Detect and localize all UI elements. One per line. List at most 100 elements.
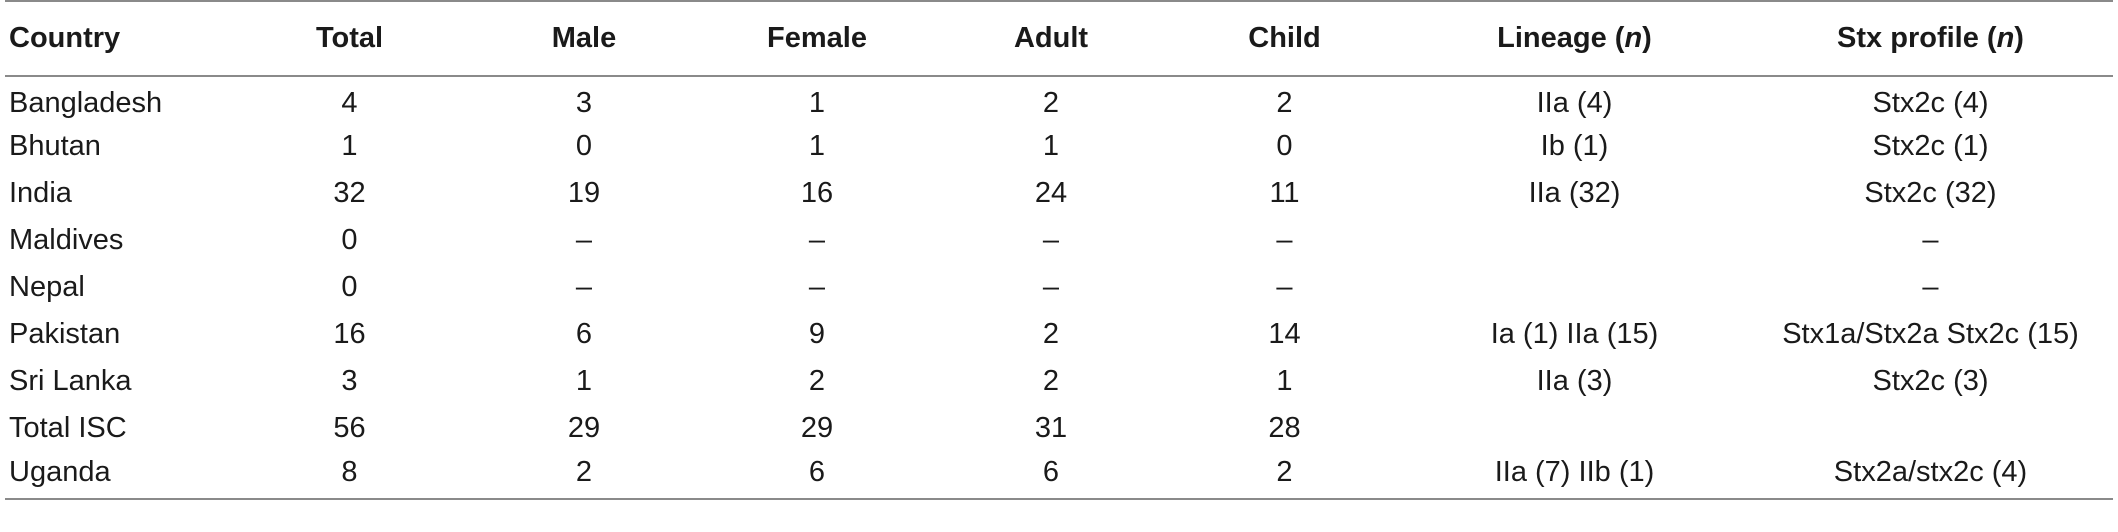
cell-child: 2	[1168, 452, 1401, 500]
cell-total: 4	[341, 86, 358, 119]
table-row: Nepal 0 – – – – –	[5, 264, 2113, 311]
cell-adult: 1	[1042, 130, 1060, 162]
cell-male: 6	[575, 318, 593, 350]
cell-male: 19	[567, 177, 601, 209]
cell-total: 0	[341, 224, 358, 256]
table-row: Maldives 0 – – – – –	[5, 217, 2113, 264]
cell-total: 32	[333, 177, 366, 209]
cell-male: 1	[575, 365, 593, 397]
cell-country: India	[9, 177, 72, 209]
cell-country: Uganda	[5, 452, 231, 500]
cell-female: –	[808, 271, 826, 303]
cell-female: 9	[808, 318, 826, 350]
cell-male: 3	[575, 86, 593, 119]
cell-stx-profile: Stx1a/Stx2a Stx2c (15)	[1782, 318, 2079, 350]
cell-stx-profile: Stx2c (3)	[1872, 365, 1989, 397]
cell-total: 16	[333, 318, 366, 350]
header-adult: Adult	[934, 0, 1168, 77]
table-row: India 32 19 16 24 11 IIa (32) Stx2c (32)	[5, 170, 2113, 217]
cell-adult: 2	[1042, 365, 1060, 397]
cell-stx-profile: Stx2a/stx2c (4)	[1748, 452, 2113, 500]
cell-country: Sri Lanka	[9, 365, 132, 397]
header-total: Total	[231, 0, 468, 77]
header-lineage-suffix: )	[1642, 22, 1652, 54]
table-row: Bhutan 1 0 1 1 0 Ib (1) Stx2c (1)	[5, 123, 2113, 170]
header-stx-n: n	[1996, 22, 2015, 54]
country-stats-table: Country Total Male Female Adult Child Li…	[5, 0, 2113, 500]
cell-adult: –	[1042, 271, 1060, 303]
header-lineage-n: n	[1624, 22, 1643, 54]
cell-adult: 24	[1034, 177, 1068, 209]
cell-child: 0	[1276, 130, 1293, 162]
cell-male: 29	[567, 412, 601, 444]
cell-lineage: IIa (7) IIb (1)	[1401, 452, 1748, 500]
header-child: Child	[1168, 0, 1401, 77]
table-header: Country Total Male Female Adult Child Li…	[5, 0, 2113, 77]
cell-child: 2	[1276, 86, 1293, 119]
cell-adult: 31	[1034, 412, 1068, 444]
cell-stx-profile	[1748, 405, 2113, 452]
cell-adult: 2	[1042, 318, 1060, 350]
cell-country: Nepal	[9, 271, 85, 303]
header-country: Country	[5, 0, 231, 77]
cell-child: 28	[1268, 412, 1301, 444]
header-row: Country Total Male Female Adult Child Li…	[5, 0, 2113, 77]
cell-lineage: Ia (1) IIa (15)	[1490, 318, 1659, 350]
table-row: Sri Lanka 3 1 2 2 1 IIa (3) Stx2c (3)	[5, 358, 2113, 405]
cell-lineage	[1401, 217, 1748, 264]
data-table-container: Country Total Male Female Adult Child Li…	[5, 0, 2113, 500]
cell-child: 1	[1276, 365, 1293, 397]
cell-total: 0	[341, 271, 358, 303]
cell-child: 11	[1269, 177, 1300, 209]
cell-stx-profile: Stx2c (4)	[1872, 86, 1989, 119]
cell-stx-profile: –	[1922, 224, 1939, 256]
table-row: Pakistan 16 6 9 2 14 Ia (1) IIa (15) Stx1a/Stx2…	[5, 311, 2113, 358]
cell-lineage	[1401, 264, 1748, 311]
header-stx-suffix: )	[2014, 22, 2024, 54]
cell-total: 3	[341, 365, 358, 397]
cell-country: Bangladesh	[9, 86, 163, 119]
cell-adult: 2	[1042, 86, 1060, 119]
table-row: Uganda 8 2 6 6 2 IIa (7) IIb (1) Stx2a/stx2c (4…	[5, 452, 2113, 500]
cell-female: 29	[800, 412, 834, 444]
cell-child: 14	[1268, 318, 1301, 350]
cell-lineage	[1401, 405, 1748, 452]
cell-lineage: IIa (32)	[1528, 177, 1621, 209]
cell-child: –	[1276, 224, 1293, 256]
cell-female: 16	[800, 177, 834, 209]
table-row: Bangladesh 4 3 1 2 2 IIa (4) Stx2c (4)	[5, 76, 2113, 123]
header-male: Male	[468, 0, 700, 77]
cell-lineage: IIa (3)	[1536, 365, 1613, 397]
cell-lineage: IIa (4)	[1536, 86, 1613, 119]
table-body: Bangladesh 4 3 1 2 2 IIa (4) Stx2c (4) Bhutan 1 0 1…	[5, 76, 2113, 500]
cell-stx-profile: –	[1922, 271, 1939, 303]
cell-total: 8	[231, 452, 468, 500]
cell-country: Maldives	[9, 224, 124, 256]
header-stx-label: Stx profile (	[1837, 22, 1997, 54]
cell-child: –	[1276, 271, 1293, 303]
header-lineage-label: Lineage (	[1497, 22, 1625, 54]
cell-male: –	[575, 224, 593, 256]
cell-female: 1	[808, 86, 826, 119]
cell-female: 1	[808, 130, 826, 162]
cell-female: –	[808, 224, 826, 256]
cell-stx-profile: Stx2c (32)	[1864, 177, 1997, 209]
header-lineage: Lineage (n)	[1401, 0, 1748, 77]
cell-male: 0	[575, 130, 593, 162]
cell-lineage: Ib (1)	[1540, 130, 1609, 162]
cell-adult: 6	[934, 452, 1168, 500]
cell-total: 1	[341, 130, 358, 162]
header-stx-profile: Stx profile (n)	[1748, 0, 2113, 77]
table-row: Total ISC 56 29 29 31 28	[5, 405, 2113, 452]
cell-country: Total ISC	[9, 412, 127, 444]
cell-country: Bhutan	[9, 130, 101, 162]
cell-female: 2	[808, 365, 826, 397]
cell-total: 56	[333, 412, 366, 444]
cell-stx-profile: Stx2c (1)	[1872, 130, 1989, 162]
header-female: Female	[700, 0, 934, 77]
cell-adult: –	[1042, 224, 1060, 256]
cell-country: Pakistan	[9, 318, 121, 350]
cell-male: 2	[468, 452, 700, 500]
cell-female: 6	[700, 452, 934, 500]
cell-male: –	[575, 271, 593, 303]
